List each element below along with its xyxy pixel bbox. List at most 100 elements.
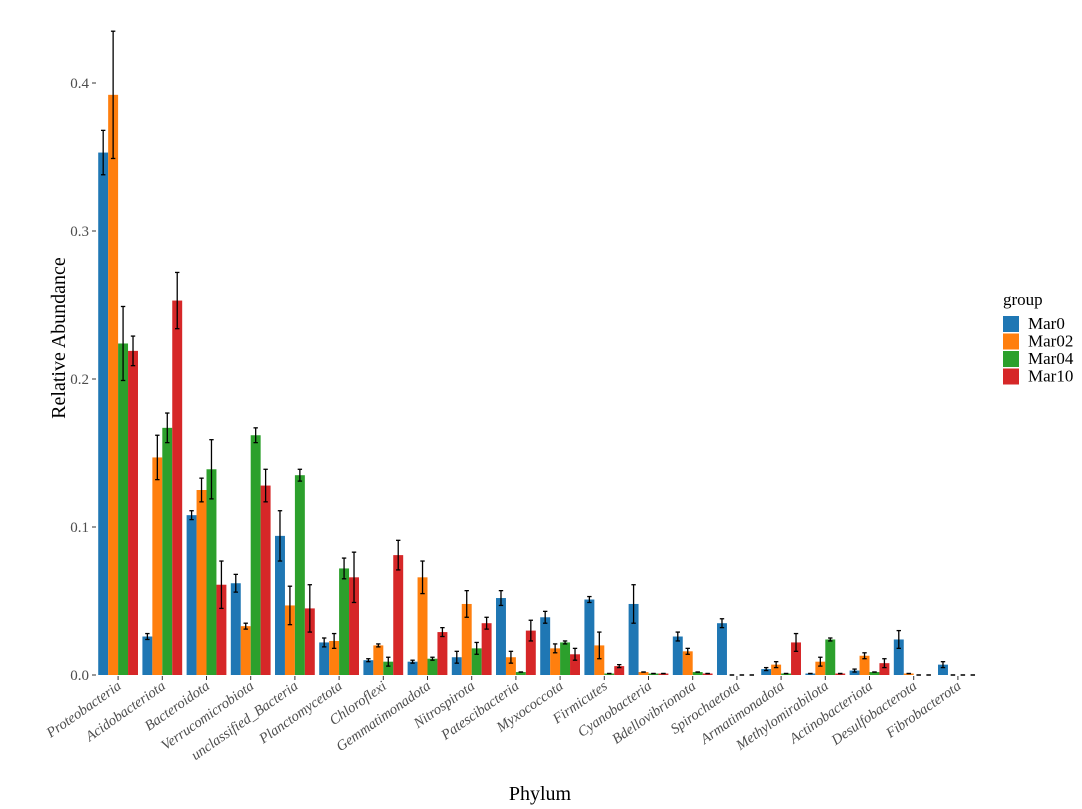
bar-mar04-unclassified-bacteria xyxy=(294,475,305,675)
error-bar xyxy=(773,661,779,669)
error-bar xyxy=(793,632,799,652)
error-bar xyxy=(763,666,769,672)
error-bar xyxy=(528,619,534,642)
bar-mar10-unclassified-bacteria xyxy=(304,608,315,675)
bar-mar02-patescibacteria xyxy=(505,657,516,675)
bar-mar0-bacteroidota xyxy=(186,515,197,675)
bar-mar04-gemmatimonadota xyxy=(427,658,438,675)
error-bar xyxy=(351,551,357,604)
error-bar xyxy=(189,510,194,521)
bar-mar10-methylomirabilota xyxy=(835,673,846,675)
error-bar xyxy=(498,589,504,607)
bar-mar10-actinobacteriota xyxy=(879,663,890,675)
error-bar xyxy=(474,641,479,655)
error-bar xyxy=(484,616,489,630)
bar-mar04-planctomycetota xyxy=(339,568,350,675)
error-bar xyxy=(253,427,258,444)
error-bar xyxy=(562,640,568,645)
error-bar xyxy=(155,434,160,481)
error-bar-layer xyxy=(100,30,976,676)
bar-mar04-acidobacteriota xyxy=(162,427,173,675)
bar-mar02-bacteroidota xyxy=(196,490,207,675)
error-bar xyxy=(396,539,401,571)
bar-mar04-bacteroidota xyxy=(206,469,217,675)
bar-mar0-chloroflexi xyxy=(363,660,374,675)
bar-mar02-desulfobacterota xyxy=(903,673,914,675)
y-tick-label: 0.4 xyxy=(70,76,89,92)
error-bar xyxy=(464,589,469,618)
legend-swatch-mar04 xyxy=(1003,351,1019,367)
error-bar xyxy=(297,468,303,482)
bar-mar0-gemmatimonadota xyxy=(407,661,418,675)
bar-mar0-fibrobacterota xyxy=(938,664,948,675)
bar-mar10-myxococcota xyxy=(570,654,580,675)
bar-mar04-chloroflexi xyxy=(383,661,394,675)
error-bar xyxy=(100,129,106,176)
bar-mar10-chloroflexi xyxy=(393,555,404,675)
error-bar xyxy=(719,618,725,629)
bar-mar02-bdellovibrionota xyxy=(682,651,693,675)
bar-mar02-myxococcota xyxy=(550,648,561,675)
error-bar xyxy=(454,650,459,664)
error-bar xyxy=(277,510,283,562)
error-bar xyxy=(631,584,636,624)
error-bar xyxy=(410,659,415,664)
bar-mar0-cyanobacteria xyxy=(628,603,639,675)
bar-mar04-patescibacteria xyxy=(515,672,526,675)
error-bar xyxy=(331,632,337,650)
error-bar xyxy=(219,560,224,610)
bar-mar0-actinobacteriota xyxy=(849,670,860,675)
bar-mar02-nitrospirota xyxy=(461,603,472,675)
bar-mar0-desulfobacterota xyxy=(893,639,904,675)
error-bar xyxy=(420,560,425,595)
bar-mar0-armatimonadota xyxy=(761,669,772,675)
bar-mar04-nitrospirota xyxy=(471,648,482,675)
error-bar xyxy=(862,652,867,660)
bar-mar10-proteobacteria xyxy=(128,350,138,675)
bar-mar04-proteobacteria xyxy=(118,343,129,675)
bar-mar0-nitrospirota xyxy=(451,657,462,675)
error-bar xyxy=(209,439,214,500)
error-bar xyxy=(145,632,150,641)
bar-mar10-gemmatimonadota xyxy=(437,632,448,675)
bar-mar0-patescibacteria xyxy=(496,598,506,675)
error-bar xyxy=(287,585,293,626)
error-bar xyxy=(542,610,548,624)
bar-mar04-armatimonadota xyxy=(781,673,792,675)
error-bar xyxy=(110,30,116,160)
error-bar xyxy=(386,656,391,667)
bar-mar02-armatimonadota xyxy=(771,664,782,675)
bar-mar02-unclassified-bacteria xyxy=(284,605,295,675)
error-bar xyxy=(828,637,833,642)
bar-mar0-firmicutes xyxy=(584,599,595,675)
legend-label-mar04: Mar04 xyxy=(1028,349,1074,368)
error-bar xyxy=(120,305,126,382)
legend-swatch-mar02 xyxy=(1003,333,1019,350)
y-tick-label: 0.1 xyxy=(70,520,89,536)
error-bar xyxy=(199,477,204,503)
bar-mar04-bdellovibrionota xyxy=(692,672,703,675)
legend-label-mar10: Mar10 xyxy=(1028,367,1073,386)
error-bar xyxy=(552,643,558,654)
error-bar xyxy=(896,629,901,650)
error-bar xyxy=(940,661,946,669)
bar-mar0-planctomycetota xyxy=(319,642,330,675)
error-bar xyxy=(508,650,514,664)
bar-mar04-cyanobacteria xyxy=(648,673,659,675)
error-bar xyxy=(852,668,857,673)
bar-mar10-acidobacteriota xyxy=(172,300,183,675)
legend-label-mar02: Mar02 xyxy=(1028,332,1073,351)
error-bar xyxy=(572,647,578,661)
bar-mar10-verrucomicrobiota xyxy=(260,485,271,675)
bar-mar0-myxococcota xyxy=(540,617,551,675)
bar-mar02-firmicutes xyxy=(594,645,605,675)
bar-mar10-bacteroidota xyxy=(216,584,227,675)
error-bar xyxy=(675,631,680,642)
bar-mar02-actinobacteriota xyxy=(859,655,870,675)
bar-mar02-verrucomicrobiota xyxy=(240,626,251,675)
error-bar xyxy=(263,468,268,503)
bar-mar0-methylomirabilota xyxy=(805,673,816,675)
bar-mar10-bdellovibrionota xyxy=(702,673,713,675)
error-bar xyxy=(617,663,622,669)
